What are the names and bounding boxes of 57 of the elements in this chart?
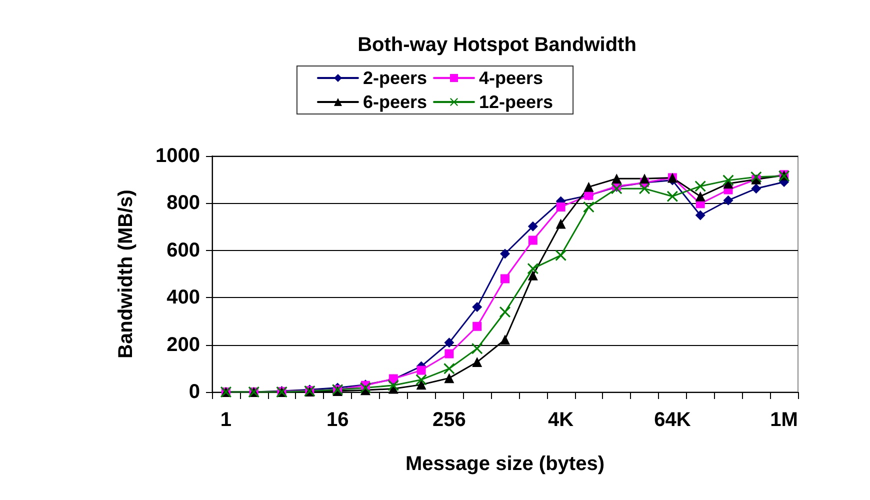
point <box>695 191 706 202</box>
point <box>472 357 482 368</box>
point <box>416 366 426 375</box>
point <box>666 190 678 202</box>
point <box>750 172 762 183</box>
y-axis-title: Bandwidth (MB/s) <box>115 190 137 358</box>
point <box>500 334 510 345</box>
point <box>472 343 483 354</box>
point <box>444 373 454 384</box>
y-tick-label: 800 <box>166 192 200 214</box>
x-tick-label: 64K <box>654 409 692 431</box>
point <box>444 338 454 348</box>
chart-title: Both-way Hotspot Bandwidth <box>358 34 636 56</box>
point <box>555 250 566 261</box>
legend-label: 2-peers <box>362 68 428 88</box>
legend-label: 12-peers <box>478 92 554 112</box>
point <box>695 210 706 220</box>
point <box>528 221 538 232</box>
y-tick-label: 600 <box>166 239 200 262</box>
point <box>472 322 482 331</box>
point <box>416 374 427 386</box>
y-tick-label: 200 <box>166 334 200 356</box>
point <box>556 218 566 229</box>
point <box>388 380 399 391</box>
point <box>694 180 706 192</box>
point <box>722 174 734 186</box>
point <box>556 202 566 212</box>
y-tick-label: 0 <box>188 381 200 403</box>
point <box>416 380 426 390</box>
point <box>500 248 510 259</box>
x-tick-label: 4K <box>548 409 574 431</box>
point <box>639 183 650 194</box>
point <box>611 183 622 194</box>
point <box>444 363 455 374</box>
point <box>527 263 538 274</box>
point <box>583 201 594 212</box>
point <box>528 270 538 280</box>
y-tick-label: 400 <box>166 286 200 309</box>
x-tick-label: 1M <box>770 409 798 431</box>
point <box>444 349 454 358</box>
point <box>528 236 538 245</box>
x-tick-label: 256 <box>432 409 466 431</box>
y-tick-label: 1000 <box>156 145 200 167</box>
point <box>500 274 510 284</box>
point <box>640 174 650 184</box>
point <box>723 195 734 206</box>
legend-label: 4-peers <box>478 68 544 88</box>
point <box>612 174 622 184</box>
point <box>584 182 594 192</box>
x-tick-label: 16 <box>326 409 349 431</box>
point <box>751 184 762 194</box>
point <box>360 382 371 394</box>
legend-label: 6-peers <box>362 92 428 112</box>
x-tick-label: 1 <box>220 409 232 431</box>
point <box>472 302 482 312</box>
point <box>500 306 510 318</box>
x-axis-title: Message size (bytes) <box>406 453 604 475</box>
